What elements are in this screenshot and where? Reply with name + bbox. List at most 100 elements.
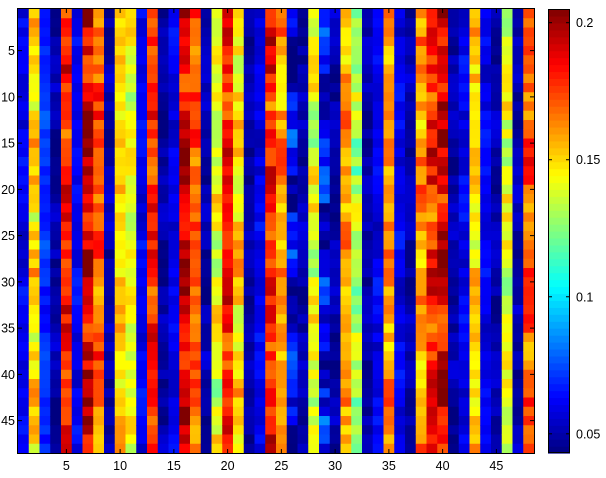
heatmap-cell xyxy=(39,240,51,251)
heatmap-cell xyxy=(243,46,256,56)
heatmap-cell xyxy=(222,110,234,121)
colorbar-segment xyxy=(548,43,570,52)
heatmap-cell xyxy=(28,27,41,38)
heatmap-cell xyxy=(61,258,73,269)
heatmap-cell xyxy=(501,9,514,19)
heatmap-cell xyxy=(383,397,395,408)
heatmap-cell xyxy=(243,55,256,66)
heatmap-cell xyxy=(458,18,471,29)
heatmap-cell xyxy=(265,64,277,75)
heatmap-cell xyxy=(405,268,417,278)
heatmap-cell xyxy=(243,249,256,260)
heatmap-cell xyxy=(136,92,148,103)
heatmap-cell xyxy=(469,360,481,371)
heatmap-cell xyxy=(394,203,406,214)
heatmap-cell xyxy=(125,64,137,75)
heatmap-cell xyxy=(222,157,234,167)
heatmap-cell xyxy=(415,249,428,260)
heatmap-cell xyxy=(351,138,363,149)
heatmap-cell xyxy=(286,360,299,371)
heatmap-cell xyxy=(491,157,503,167)
heatmap-cell xyxy=(491,9,503,19)
heatmap-cell xyxy=(469,351,481,362)
heatmap-cell xyxy=(243,101,256,112)
heatmap-cell xyxy=(147,416,159,426)
heatmap-cell xyxy=(480,323,492,334)
heatmap-cell xyxy=(82,434,94,445)
heatmap-cell xyxy=(319,55,331,66)
heatmap-cell xyxy=(329,194,342,204)
heatmap-cell xyxy=(523,194,535,204)
heatmap-cell xyxy=(50,379,62,389)
heatmap-cell xyxy=(71,73,84,84)
heatmap-cell xyxy=(136,9,148,19)
heatmap-cell xyxy=(168,73,180,84)
heatmap-cell xyxy=(136,332,148,343)
heatmap-cell xyxy=(104,147,116,158)
heatmap-cell xyxy=(222,443,234,454)
heatmap-cell xyxy=(39,416,51,426)
heatmap-cell xyxy=(179,323,191,334)
heatmap-cell xyxy=(383,258,395,269)
heatmap-cell xyxy=(276,27,288,38)
heatmap-cell xyxy=(458,55,471,66)
heatmap-cell xyxy=(61,425,73,436)
heatmap-cell xyxy=(265,184,277,195)
heatmap-cell xyxy=(340,194,352,204)
heatmap-cell xyxy=(39,286,51,297)
heatmap-cell xyxy=(329,314,342,325)
heatmap-cell xyxy=(351,101,363,112)
heatmap-cell xyxy=(265,369,277,380)
heatmap-cell xyxy=(71,46,84,56)
heatmap-cell xyxy=(254,46,266,56)
heatmap-cell xyxy=(351,425,363,436)
heatmap-cell xyxy=(437,397,449,408)
heatmap-cell xyxy=(523,46,535,56)
heatmap-cell xyxy=(340,397,352,408)
heatmap-cell xyxy=(480,231,492,241)
heatmap-cell xyxy=(383,212,395,223)
heatmap-cell xyxy=(39,138,51,149)
heatmap-cell xyxy=(458,83,471,93)
heatmap-cell xyxy=(243,323,256,334)
heatmap-cell xyxy=(329,286,342,297)
heatmap-cell xyxy=(50,323,62,334)
heatmap-cell xyxy=(18,55,30,66)
heatmap-cell xyxy=(39,231,51,241)
heatmap-cell xyxy=(265,295,277,306)
heatmap-cell xyxy=(190,443,202,454)
colorbar-segment xyxy=(548,265,570,274)
heatmap-cell xyxy=(437,120,449,130)
heatmap-cell xyxy=(179,73,191,84)
heatmap-cell xyxy=(362,73,374,84)
heatmap-cell xyxy=(179,120,191,130)
heatmap-cell xyxy=(286,314,299,325)
heatmap-cell xyxy=(319,397,331,408)
heatmap-cell xyxy=(383,286,395,297)
heatmap-cell xyxy=(286,416,299,426)
heatmap-cell xyxy=(147,36,159,47)
colorbar-segment xyxy=(548,196,570,204)
heatmap-cell xyxy=(200,18,213,29)
heatmap-cell xyxy=(168,406,180,417)
heatmap-cell xyxy=(104,157,116,167)
heatmap-cell xyxy=(104,166,116,177)
heatmap-cell xyxy=(372,9,385,19)
heatmap-cell xyxy=(512,83,524,93)
heatmap-cell xyxy=(469,249,481,260)
heatmap-cell xyxy=(179,351,191,362)
heatmap-cell xyxy=(265,92,277,103)
heatmap-cell xyxy=(297,27,309,38)
heatmap-cell xyxy=(469,64,481,75)
heatmap-cell xyxy=(157,166,170,177)
heatmap-cell xyxy=(71,138,84,149)
heatmap-cell xyxy=(168,36,180,47)
heatmap-cell xyxy=(523,286,535,297)
heatmap-cell xyxy=(18,110,30,121)
heatmap-cell xyxy=(340,295,352,306)
heatmap-cell xyxy=(523,231,535,241)
colorbar-segment xyxy=(548,182,570,190)
heatmap-cell xyxy=(448,83,460,93)
heatmap-cell xyxy=(523,425,535,436)
heatmap-cell xyxy=(104,221,116,232)
